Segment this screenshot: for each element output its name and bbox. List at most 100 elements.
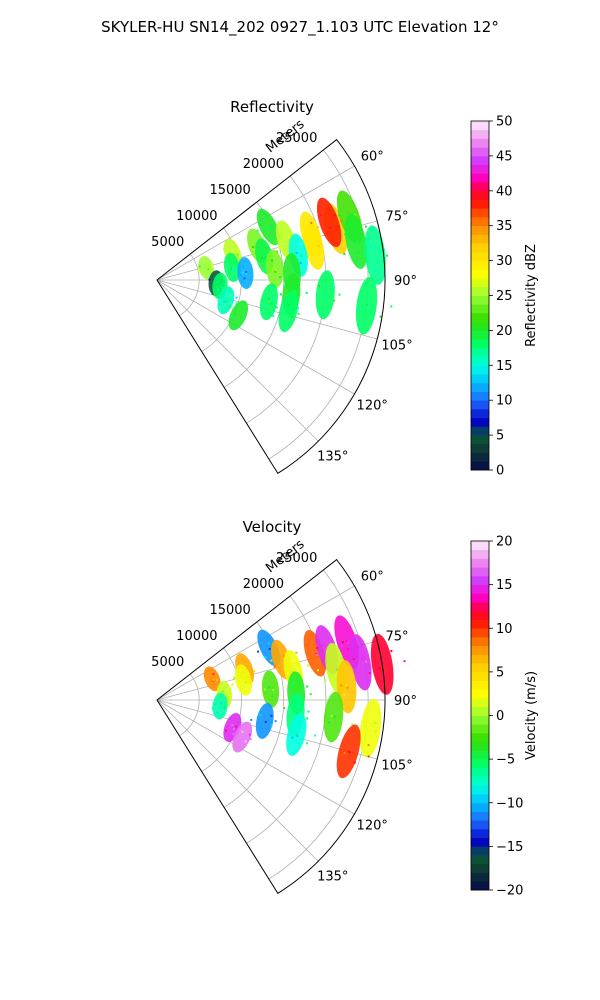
azimuth-tick-label: 90° (394, 694, 417, 709)
range-tick-label: 15000 (209, 603, 250, 618)
colorbar-step (471, 400, 489, 410)
echo-gate (346, 683, 349, 686)
colorbar-step (471, 541, 489, 551)
echo-gate (241, 271, 244, 274)
echo-gate (236, 253, 239, 256)
echo-gate (341, 641, 344, 644)
echo-gate (291, 315, 294, 318)
echo-gate (253, 248, 256, 251)
echo-gate (333, 214, 336, 217)
echo-gate (328, 721, 331, 724)
echo-gate (275, 655, 278, 658)
range-tick-label: 10000 (176, 209, 217, 224)
echo-gate (361, 657, 364, 660)
echo-gate (374, 269, 377, 272)
echo-gate (270, 659, 273, 662)
echo-gate (299, 262, 302, 265)
echo-gate (273, 665, 276, 668)
echo-gate (346, 641, 349, 644)
velocity-panel: Velocity500010000150002000025000Meters60… (151, 518, 539, 899)
echo-gate (259, 644, 262, 647)
azimuth-tick-label: 135° (317, 450, 348, 465)
echo-gate (216, 286, 219, 289)
echo-gate (340, 644, 343, 647)
azimuth-gridline (156, 699, 355, 815)
echo-gate (268, 686, 271, 689)
echo-gate (340, 220, 343, 223)
panel-title: Velocity (243, 518, 302, 536)
echo-gate (214, 703, 217, 706)
range-ring (179, 253, 200, 317)
echo-gate (286, 289, 289, 292)
echo-gate (231, 315, 234, 318)
echo-gate (198, 265, 201, 268)
echo-gate (273, 269, 276, 272)
echo-gate (364, 225, 367, 228)
echo-gate (246, 272, 249, 275)
echo-gate (306, 742, 309, 745)
echo-gate (264, 256, 267, 259)
echo-gate (335, 668, 338, 671)
echo-gate (296, 734, 299, 737)
echo-gate (317, 245, 320, 248)
echo-gate (233, 676, 236, 679)
echo-gate (270, 714, 273, 717)
colorbar-step (471, 663, 489, 673)
echo-gate (226, 725, 229, 728)
colorbar-step (471, 304, 489, 314)
echo-gate (295, 733, 298, 736)
colorbar-step (471, 435, 489, 445)
colorbar-step (471, 671, 489, 681)
colorbar-step (471, 225, 489, 235)
colorbar-step (471, 330, 489, 340)
echo-gate (268, 226, 271, 229)
echo-gate (261, 299, 264, 302)
echo-gate (233, 246, 236, 249)
colorbar-step (471, 680, 489, 690)
echo-gate (317, 284, 320, 287)
echo-gate (291, 736, 294, 739)
echo-gate (231, 724, 234, 727)
echo-gate (403, 660, 406, 663)
colorbar-tick-label: −5 (496, 753, 515, 768)
echo-gate (316, 226, 319, 229)
echo-gate (292, 682, 295, 685)
echo-gate (306, 664, 309, 667)
echo-blob (232, 721, 253, 753)
echo-gate (249, 733, 252, 736)
colorbar-step (471, 593, 489, 603)
range-tick-label: 10000 (176, 629, 217, 644)
echo-gate (332, 286, 335, 289)
echo-gate (324, 644, 327, 647)
echo-gate (267, 297, 270, 300)
colorbar-step (471, 689, 489, 699)
echo-gate (223, 248, 226, 251)
echo-gate (263, 688, 266, 691)
colorbar-step (471, 234, 489, 244)
azimuth-tick-label: 105° (381, 338, 412, 353)
echo-gate (235, 296, 238, 299)
echo-gate (295, 651, 298, 654)
echo-gate (212, 673, 215, 676)
range-tick-label: 20000 (243, 577, 284, 592)
echo-gate (206, 267, 209, 270)
echo-gate (225, 300, 228, 303)
colorbar-step (471, 251, 489, 261)
echo-gate (374, 730, 377, 733)
colorbar-step (471, 269, 489, 279)
colorbar-step (471, 321, 489, 331)
echo-gate (325, 294, 328, 297)
colorbar-tick-label: 40 (496, 184, 513, 199)
echo-gate (280, 235, 283, 238)
echo-gate (220, 286, 223, 289)
colorbar-step (471, 811, 489, 821)
colorbar-tick-label: 0 (496, 464, 504, 479)
azimuth-tick-label: 120° (357, 818, 388, 833)
echo-gate (324, 661, 327, 664)
colorbar-step (471, 199, 489, 209)
echo-gate (253, 670, 256, 673)
echo-gate (354, 213, 357, 216)
echo-gate (228, 305, 231, 308)
colorbar-step (471, 741, 489, 751)
echo-blob (212, 692, 228, 720)
